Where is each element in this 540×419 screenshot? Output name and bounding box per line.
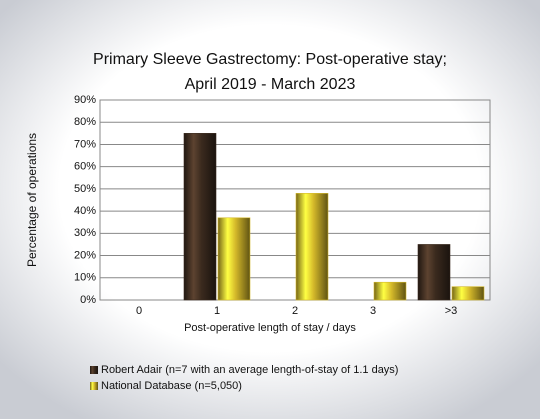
legend-swatch	[90, 382, 98, 390]
bar	[217, 217, 251, 301]
bar	[295, 193, 329, 301]
y-tick-label: 20%	[74, 249, 96, 261]
legend-label: National Database (n=5,050)	[101, 380, 242, 392]
x-tick-label: 0	[136, 305, 142, 317]
y-tick-label: 70%	[74, 138, 96, 150]
y-tick-label: 90%	[74, 94, 96, 106]
x-axis-label: Post-operative length of stay / days	[184, 322, 356, 334]
bar	[451, 286, 485, 301]
bar	[183, 133, 217, 301]
y-tick-label: 30%	[74, 227, 96, 239]
x-tick-label: 1	[214, 305, 220, 317]
y-tick-label: 50%	[74, 183, 96, 195]
y-tick-label: 80%	[74, 116, 96, 128]
bar	[417, 244, 451, 301]
y-tick-label: 40%	[74, 205, 96, 217]
y-tick-label: 0%	[80, 294, 96, 306]
x-tick-label: >3	[445, 305, 458, 317]
x-tick-label: 3	[370, 305, 376, 317]
y-axis-label: Percentage of operations	[25, 133, 39, 267]
chart-title: April 2019 - March 2023	[185, 76, 356, 93]
x-tick-label: 2	[292, 305, 298, 317]
y-tick-label: 60%	[74, 161, 96, 173]
bar	[373, 281, 407, 301]
legend-label: Robert Adair (n=7 with an average length…	[101, 364, 398, 376]
legend-swatch	[90, 366, 98, 374]
y-tick-label: 10%	[74, 272, 96, 284]
chart-title: Primary Sleeve Gastrectomy: Post-operati…	[93, 51, 447, 68]
